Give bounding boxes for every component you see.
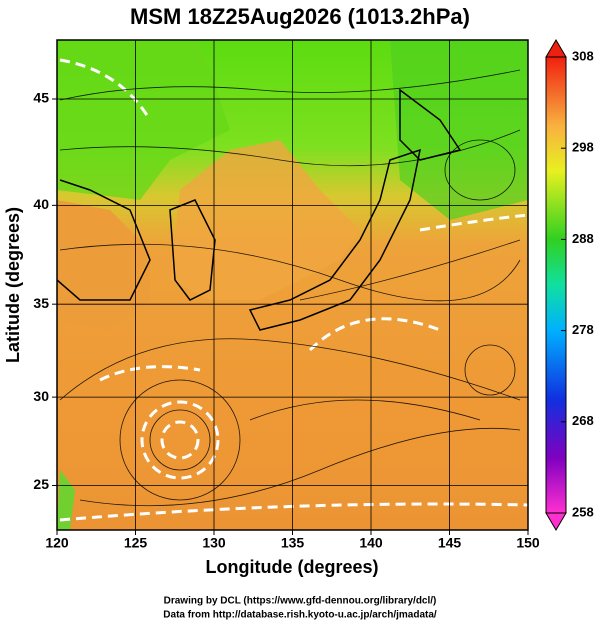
- plot-frame: [56, 39, 529, 531]
- colorbar-tick-label: 288: [572, 231, 594, 246]
- y-axis-label: Latitude (degrees): [3, 207, 23, 363]
- x-tick-label: 140: [359, 535, 383, 551]
- x-axis-label: Longitude (degrees): [205, 557, 378, 577]
- colorbar-tick-label: 308: [572, 48, 594, 63]
- colorbar-tick-label: 268: [572, 413, 594, 428]
- y-tick-label: 25: [33, 476, 49, 492]
- x-tick-label: 130: [202, 535, 226, 551]
- credit: Drawing by DCL (https://www.gfd-dennou.o…: [164, 596, 437, 607]
- y-tick-label: 45: [33, 90, 49, 106]
- axes: 120 125 130 135 140 145 150 25 30 35 40 45: [33, 40, 540, 551]
- x-tick-label: 145: [438, 535, 462, 551]
- x-tick-label: 150: [516, 535, 540, 551]
- colorbar-tick-label: 258: [572, 504, 594, 519]
- colorbar: [545, 56, 567, 514]
- x-tick-label: 120: [45, 535, 69, 551]
- y-tick-label: 40: [33, 196, 49, 212]
- credit: Data from http://database.rish.kyoto-u.a…: [163, 610, 437, 621]
- colorbar-tick-label: 278: [572, 322, 594, 337]
- y-tick-label: 35: [33, 295, 49, 311]
- colorbar-tick-label: 298: [572, 140, 594, 155]
- y-tick-label: 30: [33, 388, 49, 404]
- x-tick-label: 135: [281, 535, 305, 551]
- chart-title: MSM 18Z25Aug2026 (1013.2hPa): [130, 4, 470, 29]
- x-tick-label: 125: [124, 535, 148, 551]
- colorbar-min-arrow: [545, 512, 567, 531]
- colorbar-max-arrow: [545, 39, 567, 58]
